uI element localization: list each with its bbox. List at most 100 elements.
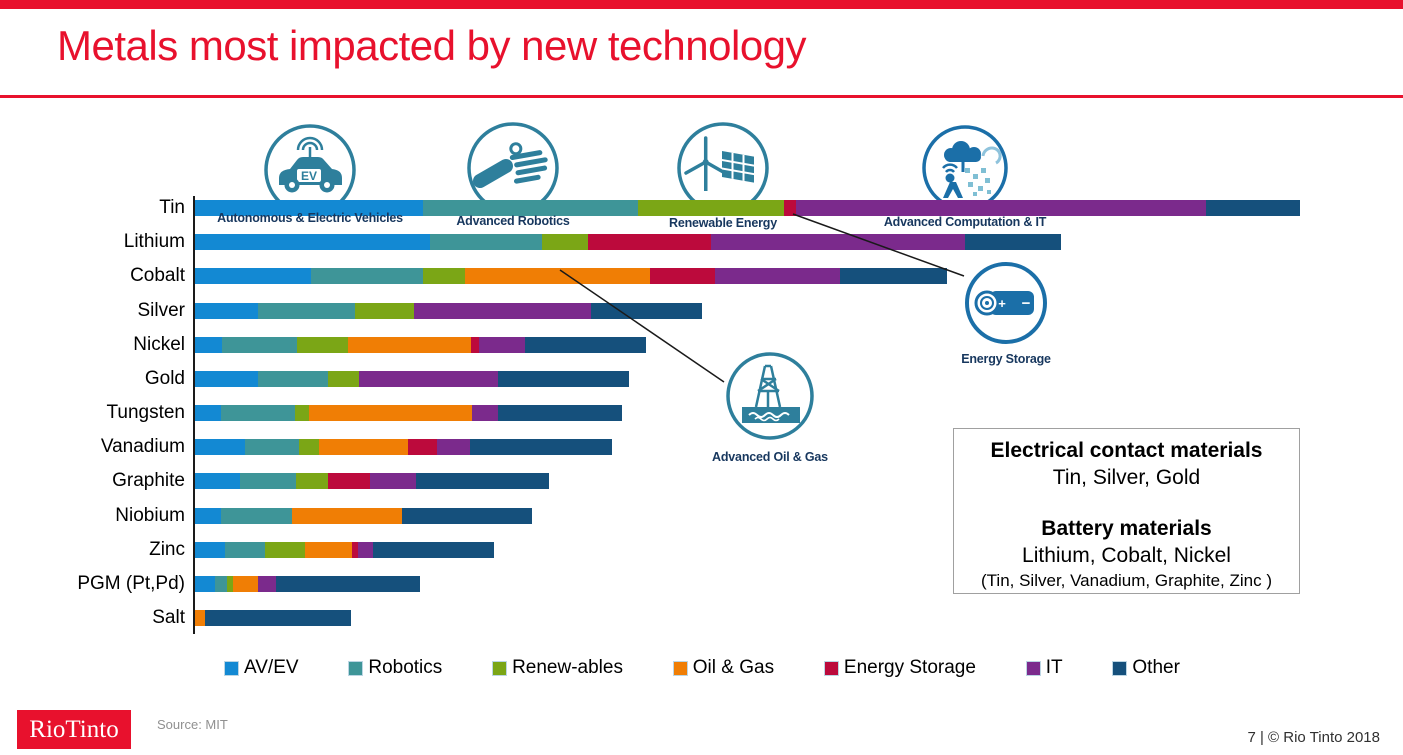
legend-label: Robotics [368,657,443,678]
bar-segment [195,337,222,353]
bar-segment [195,542,225,558]
bar-segment [258,371,328,387]
bar-segment [222,337,297,353]
bar-segment [840,268,947,284]
bar-segment [359,371,498,387]
svg-text:+: + [998,296,1006,311]
bar-segment [299,439,319,455]
autonomous-electric-vehicles-label: Autonomous & Electric Vehicles [217,211,403,225]
bar-segment [470,439,612,455]
legend-swatch [823,660,839,676]
bar-segment [276,576,420,592]
category-label: Salt [152,607,185,628]
bar-segment [784,200,796,216]
legend-label: Other [1132,657,1180,678]
bar-segment [295,405,309,421]
callout-battery-metals: Lithium, Cobalt, Nickel [1022,544,1231,567]
legend-item: Renew-ables [492,657,623,679]
bar-segment [430,234,542,250]
bar-segment [195,303,258,319]
category-label: Silver [137,300,185,321]
svg-text:−: − [1022,295,1031,312]
legend-swatch [348,660,364,676]
stacked-bar [195,542,494,558]
stacked-bar [195,234,1061,250]
bar-segment [195,405,221,421]
legend-swatch [1112,660,1128,676]
bar-segment [650,268,715,284]
legend-item: Robotics [348,657,443,679]
bar-segment [258,303,355,319]
renewable-energy-label: Renewable Energy [669,216,777,230]
bar-segment [245,439,299,455]
legend-swatch [1025,660,1041,676]
bar-segment [965,234,1061,250]
category-label: Graphite [112,470,185,491]
source-note: Source: MIT [157,717,228,732]
legend-item: IT [1025,657,1063,679]
advanced-oil-gas-label: Advanced Oil & Gas [712,450,828,464]
callout-title-battery: Battery materials [1041,517,1212,540]
energy-storage-label: Energy Storage [961,352,1051,366]
category-label: Lithium [123,231,185,252]
category-label: Cobalt [130,265,185,286]
legend-label: IT [1045,657,1063,678]
legend-item: Other [1112,657,1180,679]
bar-segment [479,337,525,353]
bar-segment [297,337,348,353]
category-label: Tin [159,197,185,218]
stacked-bar [195,337,646,353]
category-label: Gold [144,368,185,389]
y-axis-line [193,196,195,634]
advanced-oil-gas-icon [725,351,815,446]
bar-segment [195,439,245,455]
bar-segment [328,473,370,489]
bar-segment [195,268,311,284]
bar-segment [328,371,359,387]
bar-segment [591,303,702,319]
energy-storage-icon: + − [964,261,1048,350]
bar-segment [408,439,437,455]
bar-segment [240,473,296,489]
materials-callout-box: Electrical contact materials Tin, Silver… [953,428,1300,594]
legend-swatch [492,660,508,676]
bar-segment [423,200,638,216]
advanced-robotics-label: Advanced Robotics [456,214,570,228]
legend-label: Energy Storage [843,657,976,678]
bar-segment [227,576,233,592]
bar-segment [588,234,711,250]
callout-electrical-metals: Tin, Silver, Gold [1052,466,1201,489]
page-title: Metals most impacted by new technology [57,22,807,69]
bar-segment [472,405,498,421]
bar-segment [402,508,532,524]
stacked-bar [195,371,629,387]
bar-segment [258,576,276,592]
legend-label: Oil & Gas [692,657,775,678]
rio-tinto-logo: RioTinto [17,710,131,749]
category-label: Vanadium [100,436,185,457]
bar-segment [233,576,258,592]
stacked-bar [195,610,351,626]
bar-segment [471,337,479,353]
bar-segment [205,610,351,626]
legend-swatch [224,660,239,676]
autonomous-electric-vehicles-icon: EV [263,123,357,222]
callout-battery-secondary-metals: (Tin, Silver, Vanadium, Graphite, Zinc ) [981,571,1272,590]
stacked-bar [195,200,1300,216]
stacked-bar [195,268,947,284]
bar-segment [221,405,295,421]
stacked-bar [195,473,549,489]
top-accent-bar [0,0,1403,9]
stacked-bar [195,439,612,455]
bar-segment [292,508,402,524]
bar-segment [348,337,471,353]
bar-segment [296,473,328,489]
bar-segment [498,405,622,421]
category-label: Zinc [149,539,185,560]
bar-segment [319,439,408,455]
legend-label: Renew-ables [512,657,623,678]
page-credit: 7 | © Rio Tinto 2018 [1247,729,1380,746]
category-label: Tungsten [106,402,185,423]
bar-segment [195,234,430,250]
